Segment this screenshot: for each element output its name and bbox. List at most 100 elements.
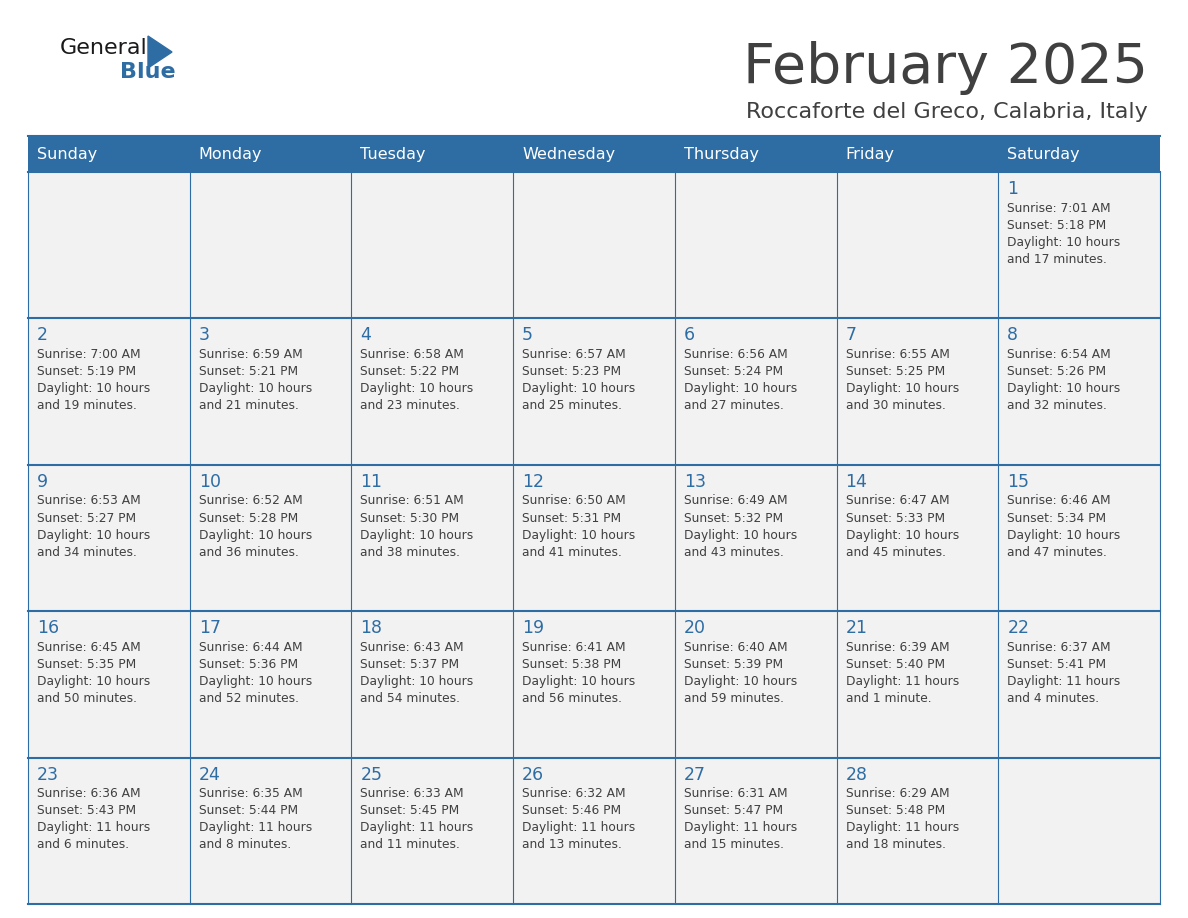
- Bar: [836, 319, 998, 465]
- Text: 14: 14: [846, 473, 867, 491]
- Bar: [675, 611, 836, 757]
- Text: and 56 minutes.: and 56 minutes.: [523, 692, 623, 705]
- Text: Sunset: 5:30 PM: Sunset: 5:30 PM: [360, 511, 460, 524]
- Text: Sunrise: 7:01 AM: Sunrise: 7:01 AM: [1007, 202, 1111, 215]
- Text: Sunrise: 6:50 AM: Sunrise: 6:50 AM: [523, 495, 626, 508]
- Text: Sunset: 5:44 PM: Sunset: 5:44 PM: [198, 804, 298, 817]
- Text: 15: 15: [1007, 473, 1029, 491]
- Polygon shape: [148, 36, 172, 68]
- Text: Daylight: 10 hours: Daylight: 10 hours: [360, 675, 474, 688]
- Text: Sunset: 5:26 PM: Sunset: 5:26 PM: [1007, 365, 1106, 378]
- Bar: [29, 319, 190, 465]
- Text: Sunset: 5:37 PM: Sunset: 5:37 PM: [360, 658, 460, 671]
- Bar: [998, 319, 1159, 465]
- Text: Sunset: 5:40 PM: Sunset: 5:40 PM: [846, 658, 944, 671]
- Bar: [513, 757, 675, 904]
- Text: 28: 28: [846, 766, 867, 784]
- Text: Daylight: 10 hours: Daylight: 10 hours: [684, 529, 797, 542]
- Bar: [190, 465, 352, 611]
- Text: and 11 minutes.: and 11 minutes.: [360, 838, 460, 852]
- Text: Sunset: 5:39 PM: Sunset: 5:39 PM: [684, 658, 783, 671]
- Text: Daylight: 10 hours: Daylight: 10 hours: [846, 529, 959, 542]
- Text: Sunset: 5:19 PM: Sunset: 5:19 PM: [37, 365, 137, 378]
- Text: Sunrise: 6:41 AM: Sunrise: 6:41 AM: [523, 641, 626, 654]
- Bar: [513, 319, 675, 465]
- Text: Daylight: 11 hours: Daylight: 11 hours: [1007, 675, 1120, 688]
- Text: Daylight: 11 hours: Daylight: 11 hours: [846, 675, 959, 688]
- Text: Daylight: 11 hours: Daylight: 11 hours: [523, 822, 636, 834]
- Text: Sunrise: 6:59 AM: Sunrise: 6:59 AM: [198, 348, 303, 361]
- Text: Sunset: 5:41 PM: Sunset: 5:41 PM: [1007, 658, 1106, 671]
- Text: Sunset: 5:45 PM: Sunset: 5:45 PM: [360, 804, 460, 817]
- Text: Sunrise: 6:51 AM: Sunrise: 6:51 AM: [360, 495, 465, 508]
- Text: Sunrise: 6:29 AM: Sunrise: 6:29 AM: [846, 788, 949, 800]
- Text: and 41 minutes.: and 41 minutes.: [523, 545, 623, 559]
- Text: and 6 minutes.: and 6 minutes.: [37, 838, 129, 852]
- Text: 4: 4: [360, 327, 372, 344]
- Bar: [836, 172, 998, 319]
- Text: and 59 minutes.: and 59 minutes.: [684, 692, 784, 705]
- Text: Sunrise: 6:53 AM: Sunrise: 6:53 AM: [37, 495, 140, 508]
- Text: Sunrise: 6:43 AM: Sunrise: 6:43 AM: [360, 641, 465, 654]
- Text: Daylight: 10 hours: Daylight: 10 hours: [684, 382, 797, 396]
- Bar: [675, 172, 836, 319]
- Text: Sunrise: 6:56 AM: Sunrise: 6:56 AM: [684, 348, 788, 361]
- Text: and 45 minutes.: and 45 minutes.: [846, 545, 946, 559]
- Text: 16: 16: [37, 620, 59, 637]
- Bar: [675, 465, 836, 611]
- Bar: [190, 172, 352, 319]
- Bar: [352, 757, 513, 904]
- Text: Sunset: 5:38 PM: Sunset: 5:38 PM: [523, 658, 621, 671]
- Text: and 1 minute.: and 1 minute.: [846, 692, 931, 705]
- Text: and 18 minutes.: and 18 minutes.: [846, 838, 946, 852]
- Text: Daylight: 10 hours: Daylight: 10 hours: [360, 382, 474, 396]
- Text: Daylight: 10 hours: Daylight: 10 hours: [198, 382, 312, 396]
- Text: 9: 9: [37, 473, 49, 491]
- Text: Sunset: 5:36 PM: Sunset: 5:36 PM: [198, 658, 298, 671]
- Text: and 27 minutes.: and 27 minutes.: [684, 399, 784, 412]
- Bar: [29, 172, 190, 319]
- Bar: [352, 611, 513, 757]
- Text: Daylight: 10 hours: Daylight: 10 hours: [523, 529, 636, 542]
- Text: Daylight: 10 hours: Daylight: 10 hours: [846, 382, 959, 396]
- Text: and 8 minutes.: and 8 minutes.: [198, 838, 291, 852]
- Text: Sunset: 5:21 PM: Sunset: 5:21 PM: [198, 365, 298, 378]
- Text: Sunrise: 6:47 AM: Sunrise: 6:47 AM: [846, 495, 949, 508]
- Text: General: General: [61, 38, 147, 58]
- Text: Sunset: 5:32 PM: Sunset: 5:32 PM: [684, 511, 783, 524]
- Bar: [998, 172, 1159, 319]
- Text: Daylight: 10 hours: Daylight: 10 hours: [684, 675, 797, 688]
- Text: Daylight: 10 hours: Daylight: 10 hours: [37, 529, 150, 542]
- Text: 3: 3: [198, 327, 210, 344]
- Text: Sunrise: 6:55 AM: Sunrise: 6:55 AM: [846, 348, 949, 361]
- Text: Sunrise: 6:45 AM: Sunrise: 6:45 AM: [37, 641, 140, 654]
- Text: Sunrise: 6:37 AM: Sunrise: 6:37 AM: [1007, 641, 1111, 654]
- Text: Daylight: 11 hours: Daylight: 11 hours: [360, 822, 474, 834]
- Text: Sunrise: 6:49 AM: Sunrise: 6:49 AM: [684, 495, 788, 508]
- Text: Daylight: 11 hours: Daylight: 11 hours: [198, 822, 312, 834]
- Text: and 43 minutes.: and 43 minutes.: [684, 545, 784, 559]
- Text: 27: 27: [684, 766, 706, 784]
- Text: and 32 minutes.: and 32 minutes.: [1007, 399, 1107, 412]
- Text: Daylight: 10 hours: Daylight: 10 hours: [1007, 529, 1120, 542]
- Bar: [675, 757, 836, 904]
- Text: Blue: Blue: [120, 62, 176, 82]
- Text: Sunset: 5:46 PM: Sunset: 5:46 PM: [523, 804, 621, 817]
- Text: and 47 minutes.: and 47 minutes.: [1007, 545, 1107, 559]
- Text: and 19 minutes.: and 19 minutes.: [37, 399, 137, 412]
- Text: Sunrise: 6:31 AM: Sunrise: 6:31 AM: [684, 788, 788, 800]
- Text: and 17 minutes.: and 17 minutes.: [1007, 252, 1107, 266]
- Text: Sunrise: 6:40 AM: Sunrise: 6:40 AM: [684, 641, 788, 654]
- Text: Daylight: 10 hours: Daylight: 10 hours: [1007, 236, 1120, 249]
- Text: 20: 20: [684, 620, 706, 637]
- Text: Sunset: 5:35 PM: Sunset: 5:35 PM: [37, 658, 137, 671]
- Bar: [998, 757, 1159, 904]
- Text: Sunset: 5:43 PM: Sunset: 5:43 PM: [37, 804, 137, 817]
- Text: Daylight: 10 hours: Daylight: 10 hours: [198, 675, 312, 688]
- Text: and 50 minutes.: and 50 minutes.: [37, 692, 137, 705]
- Text: 25: 25: [360, 766, 383, 784]
- Text: and 52 minutes.: and 52 minutes.: [198, 692, 298, 705]
- Text: 21: 21: [846, 620, 867, 637]
- Text: 23: 23: [37, 766, 59, 784]
- Text: Daylight: 10 hours: Daylight: 10 hours: [198, 529, 312, 542]
